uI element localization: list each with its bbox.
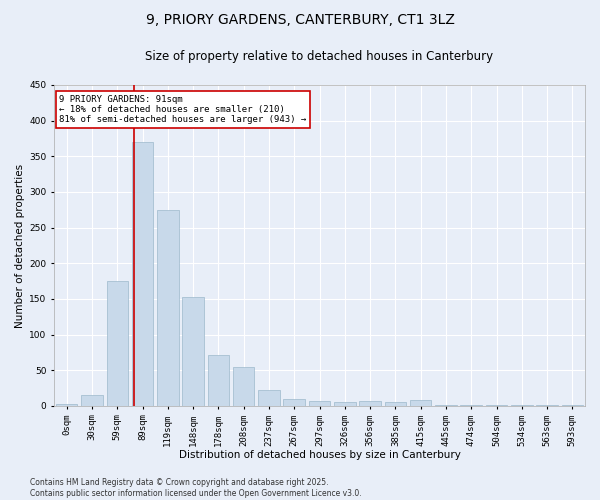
Bar [258,390,280,406]
Bar [132,142,153,406]
Bar [562,405,583,406]
Bar [283,399,305,406]
Bar [107,281,128,406]
Y-axis label: Number of detached properties: Number of detached properties [15,164,25,328]
Bar [536,405,558,406]
Bar [309,401,330,406]
Bar [435,405,457,406]
Title: Size of property relative to detached houses in Canterbury: Size of property relative to detached ho… [145,50,494,63]
Bar [385,402,406,406]
Bar [486,404,507,406]
Bar [460,405,482,406]
Bar [208,354,229,406]
Text: 9 PRIORY GARDENS: 91sqm
← 18% of detached houses are smaller (210)
81% of semi-d: 9 PRIORY GARDENS: 91sqm ← 18% of detache… [59,94,307,124]
Bar [182,297,204,406]
Bar [359,401,381,406]
Bar [410,400,431,406]
Text: Contains HM Land Registry data © Crown copyright and database right 2025.
Contai: Contains HM Land Registry data © Crown c… [30,478,362,498]
Bar [233,368,254,406]
Bar [511,405,533,406]
Bar [56,404,77,406]
Bar [81,395,103,406]
X-axis label: Distribution of detached houses by size in Canterbury: Distribution of detached houses by size … [179,450,460,460]
Bar [334,402,356,406]
Bar [157,210,179,406]
Text: 9, PRIORY GARDENS, CANTERBURY, CT1 3LZ: 9, PRIORY GARDENS, CANTERBURY, CT1 3LZ [146,12,454,26]
